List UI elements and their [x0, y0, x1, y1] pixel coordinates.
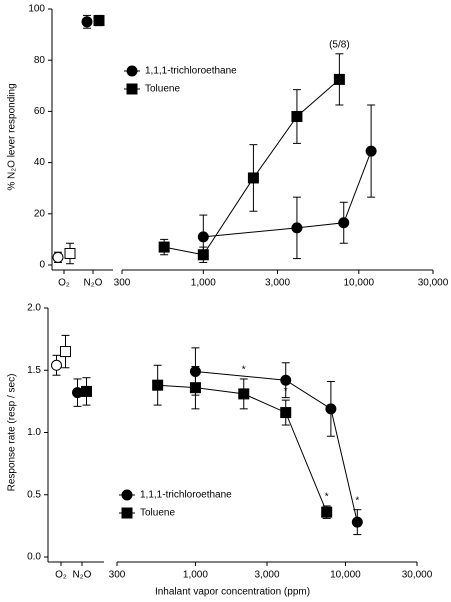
y-tick-label: 20 — [34, 208, 46, 219]
data-point — [158, 241, 170, 253]
data-point — [365, 145, 377, 157]
x-tick-label: 300 — [109, 570, 126, 581]
y-tick-label: 1.0 — [27, 427, 41, 438]
x-tick-label: 30,000 — [402, 570, 433, 581]
control-point — [93, 15, 105, 27]
y-tick-label: 100 — [28, 4, 45, 15]
x-tick-label: 300 — [114, 278, 131, 289]
y-tick-label: 0 — [39, 260, 45, 271]
y-axis-label: Response rate (resp / sec) — [7, 374, 18, 492]
y-tick-label: 1.5 — [27, 365, 41, 376]
legend-label: 1,1,1-trichloroethane — [145, 66, 237, 77]
legend-label: 1,1,1-trichloroethane — [140, 490, 232, 501]
x-tick-label: 3,000 — [265, 278, 290, 289]
x-tick-label: O₂ — [58, 278, 70, 289]
x-tick-label: O₂ — [55, 570, 67, 581]
data-point — [291, 222, 303, 234]
point-label: * — [284, 386, 288, 397]
data-point — [338, 217, 350, 229]
data-point — [280, 407, 292, 419]
y-tick-label: 40 — [34, 157, 46, 168]
y-axis-label: % N₂O lever responding — [7, 83, 18, 190]
x-tick-label: 3,000 — [254, 570, 279, 581]
y-tick-label: 80 — [34, 55, 46, 66]
legend-label: Toluene — [140, 508, 175, 519]
x-tick-label: N₂O — [73, 570, 92, 581]
y-tick-label: 0.0 — [27, 552, 41, 563]
x-tick-label: 30,000 — [418, 278, 449, 289]
data-point — [238, 388, 250, 400]
series-line — [203, 150, 372, 238]
control-point — [51, 359, 62, 371]
data-point — [325, 403, 337, 415]
x-axis-label: Inhalant vapor concentration (ppm) — [155, 587, 310, 598]
data-point — [321, 506, 333, 518]
point-label: * — [355, 495, 359, 506]
control-point — [81, 385, 92, 397]
x-tick-label: N₂O — [84, 278, 103, 289]
data-point — [197, 231, 209, 243]
data-point — [351, 516, 363, 528]
data-point — [280, 374, 292, 386]
x-tick-label: 10,000 — [344, 278, 375, 289]
legend-label: Toluene — [145, 84, 180, 95]
point-label: * — [325, 492, 329, 503]
y-tick-label: 60 — [34, 106, 46, 117]
point-label: (5/8) — [329, 39, 350, 50]
data-point — [333, 73, 345, 85]
data-point — [152, 379, 164, 391]
x-tick-label: 1,000 — [183, 570, 208, 581]
data-point — [247, 172, 259, 184]
control-point — [64, 247, 76, 259]
data-point — [197, 249, 209, 261]
control-point — [52, 251, 64, 263]
data-point — [189, 382, 201, 394]
series-line — [164, 79, 340, 256]
x-tick-label: 10,000 — [330, 570, 361, 581]
y-tick-label: 0.5 — [27, 489, 41, 500]
control-point — [81, 16, 93, 28]
control-point — [60, 346, 71, 358]
y-tick-label: 2.0 — [27, 303, 41, 314]
data-point — [291, 111, 303, 123]
point-label: * — [242, 365, 246, 376]
x-tick-label: 1,000 — [191, 278, 216, 289]
series-line — [195, 370, 358, 523]
